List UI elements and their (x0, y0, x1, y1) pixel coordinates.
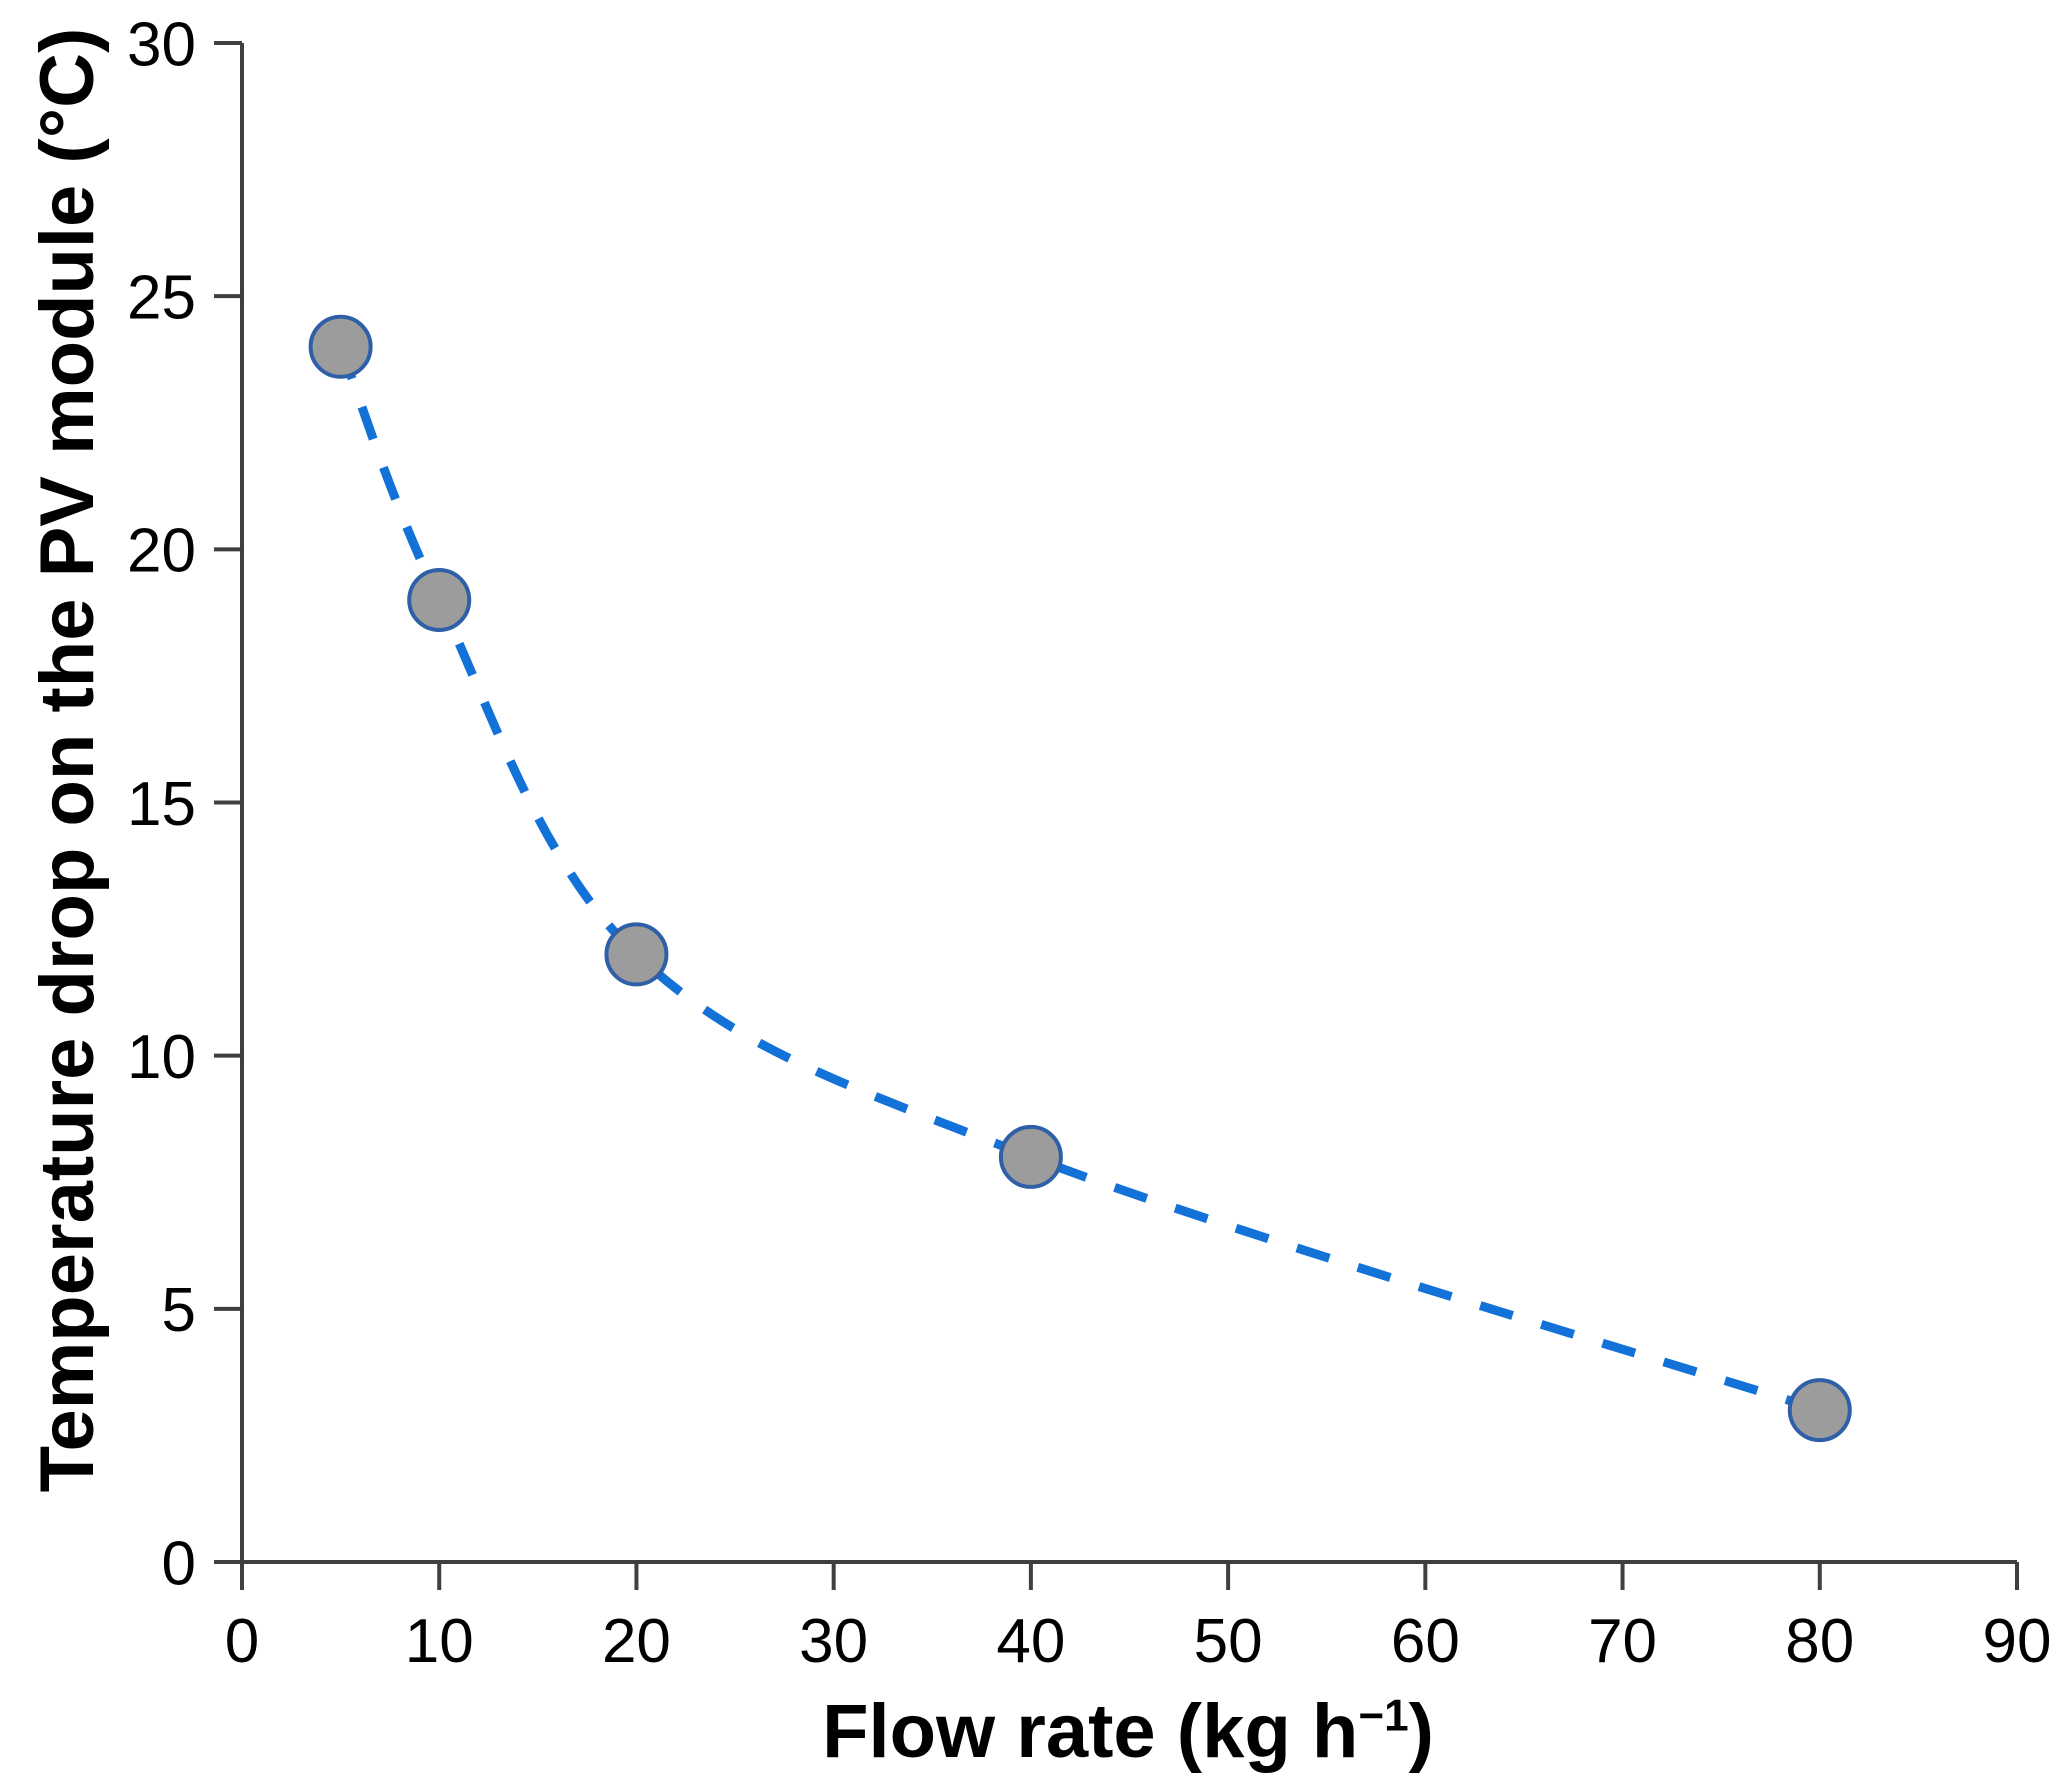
x-axis-title-superscript: −1 (1358, 1691, 1409, 1741)
x-axis-title-close-paren: ) (1408, 1689, 1434, 1774)
y-tick-label: 0 (162, 1529, 196, 1598)
x-tick-label: 50 (1194, 1607, 1263, 1676)
y-tick-label: 25 (127, 263, 196, 332)
y-tick-label: 20 (127, 517, 196, 586)
y-tick-label: 5 (162, 1276, 196, 1345)
x-axis-title-text: Flow rate (kg h (822, 1689, 1359, 1774)
x-axis-title: Flow rate (kg h−1) (822, 1694, 1434, 1770)
x-tick-label: 80 (1785, 1607, 1854, 1676)
y-tick-label: 30 (127, 10, 196, 79)
data-point-marker (308, 314, 373, 379)
x-tick-label: 10 (405, 1607, 474, 1676)
x-tick-label: 20 (602, 1607, 671, 1676)
y-tick-label: 10 (127, 1023, 196, 1092)
data-point-marker (604, 922, 669, 987)
y-tick-label: 15 (127, 770, 196, 839)
y-axis-title: Temperature drop on the PV module (°C) (25, 28, 110, 1493)
y-axis-title-text: Temperature drop on the PV module (°C) (25, 27, 110, 1493)
x-tick-label: 70 (1588, 1607, 1657, 1676)
data-point-marker (1787, 1378, 1852, 1443)
x-tick-label: 40 (996, 1607, 1065, 1676)
trendline (336, 345, 1822, 1415)
data-point-marker (407, 567, 472, 632)
x-tick-label: 60 (1391, 1607, 1460, 1676)
data-point-marker (998, 1124, 1063, 1189)
x-tick-label: 90 (1983, 1607, 2052, 1676)
x-tick-label: 0 (225, 1607, 259, 1676)
x-tick-label: 30 (799, 1607, 868, 1676)
